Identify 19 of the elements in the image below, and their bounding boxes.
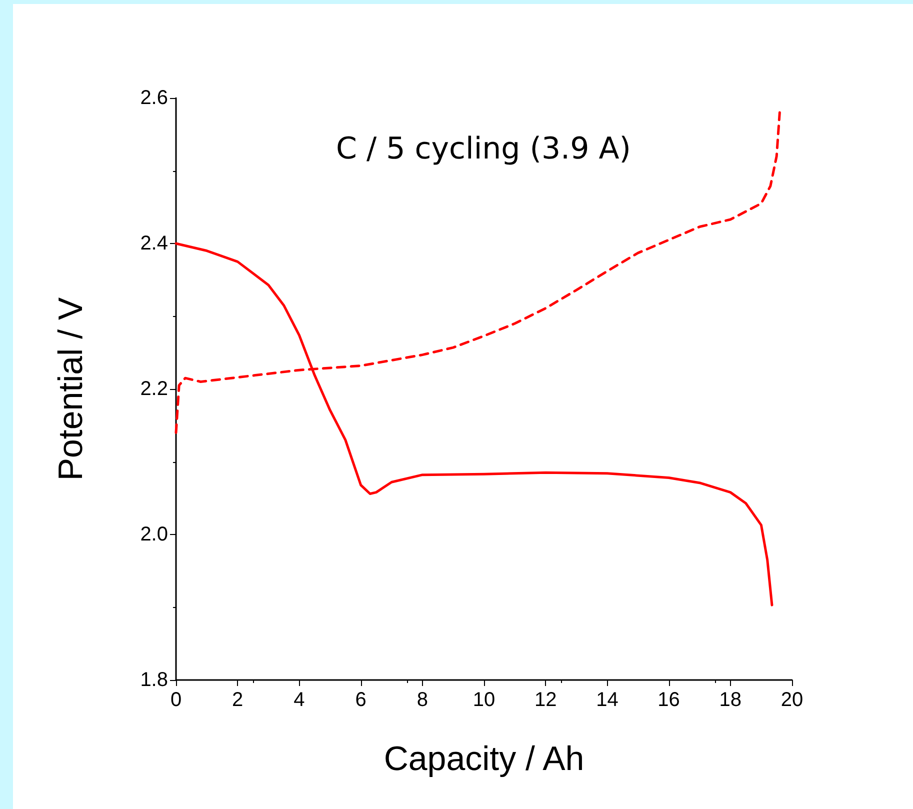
y-tick-label: 2.4 bbox=[140, 232, 168, 254]
y-tick-label: 2.6 bbox=[140, 87, 168, 109]
y-tick-label: 2.2 bbox=[140, 378, 168, 400]
x-tick-label: 4 bbox=[294, 689, 305, 711]
x-tick-label: 18 bbox=[719, 689, 742, 711]
x-tick-label: 12 bbox=[534, 689, 557, 711]
x-axis-title: Capacity / Ah bbox=[384, 740, 584, 778]
x-tick-label: 0 bbox=[170, 689, 182, 711]
x-tick-label: 14 bbox=[596, 689, 618, 711]
x-tick-label: 6 bbox=[355, 689, 366, 711]
y-tick-label: 1.8 bbox=[140, 669, 168, 691]
x-tick-label: 10 bbox=[472, 689, 496, 711]
x-tick-label: 2 bbox=[232, 689, 244, 711]
y-axis-title: Potential / V bbox=[52, 297, 90, 481]
x-tick-label: 16 bbox=[658, 689, 680, 711]
y-tick-label: 2.0 bbox=[140, 524, 168, 546]
annotation: C / 5 cycling (3.9 A) bbox=[336, 132, 631, 166]
x-tick-label: 8 bbox=[416, 689, 428, 711]
x-tick-label: 20 bbox=[780, 689, 804, 711]
